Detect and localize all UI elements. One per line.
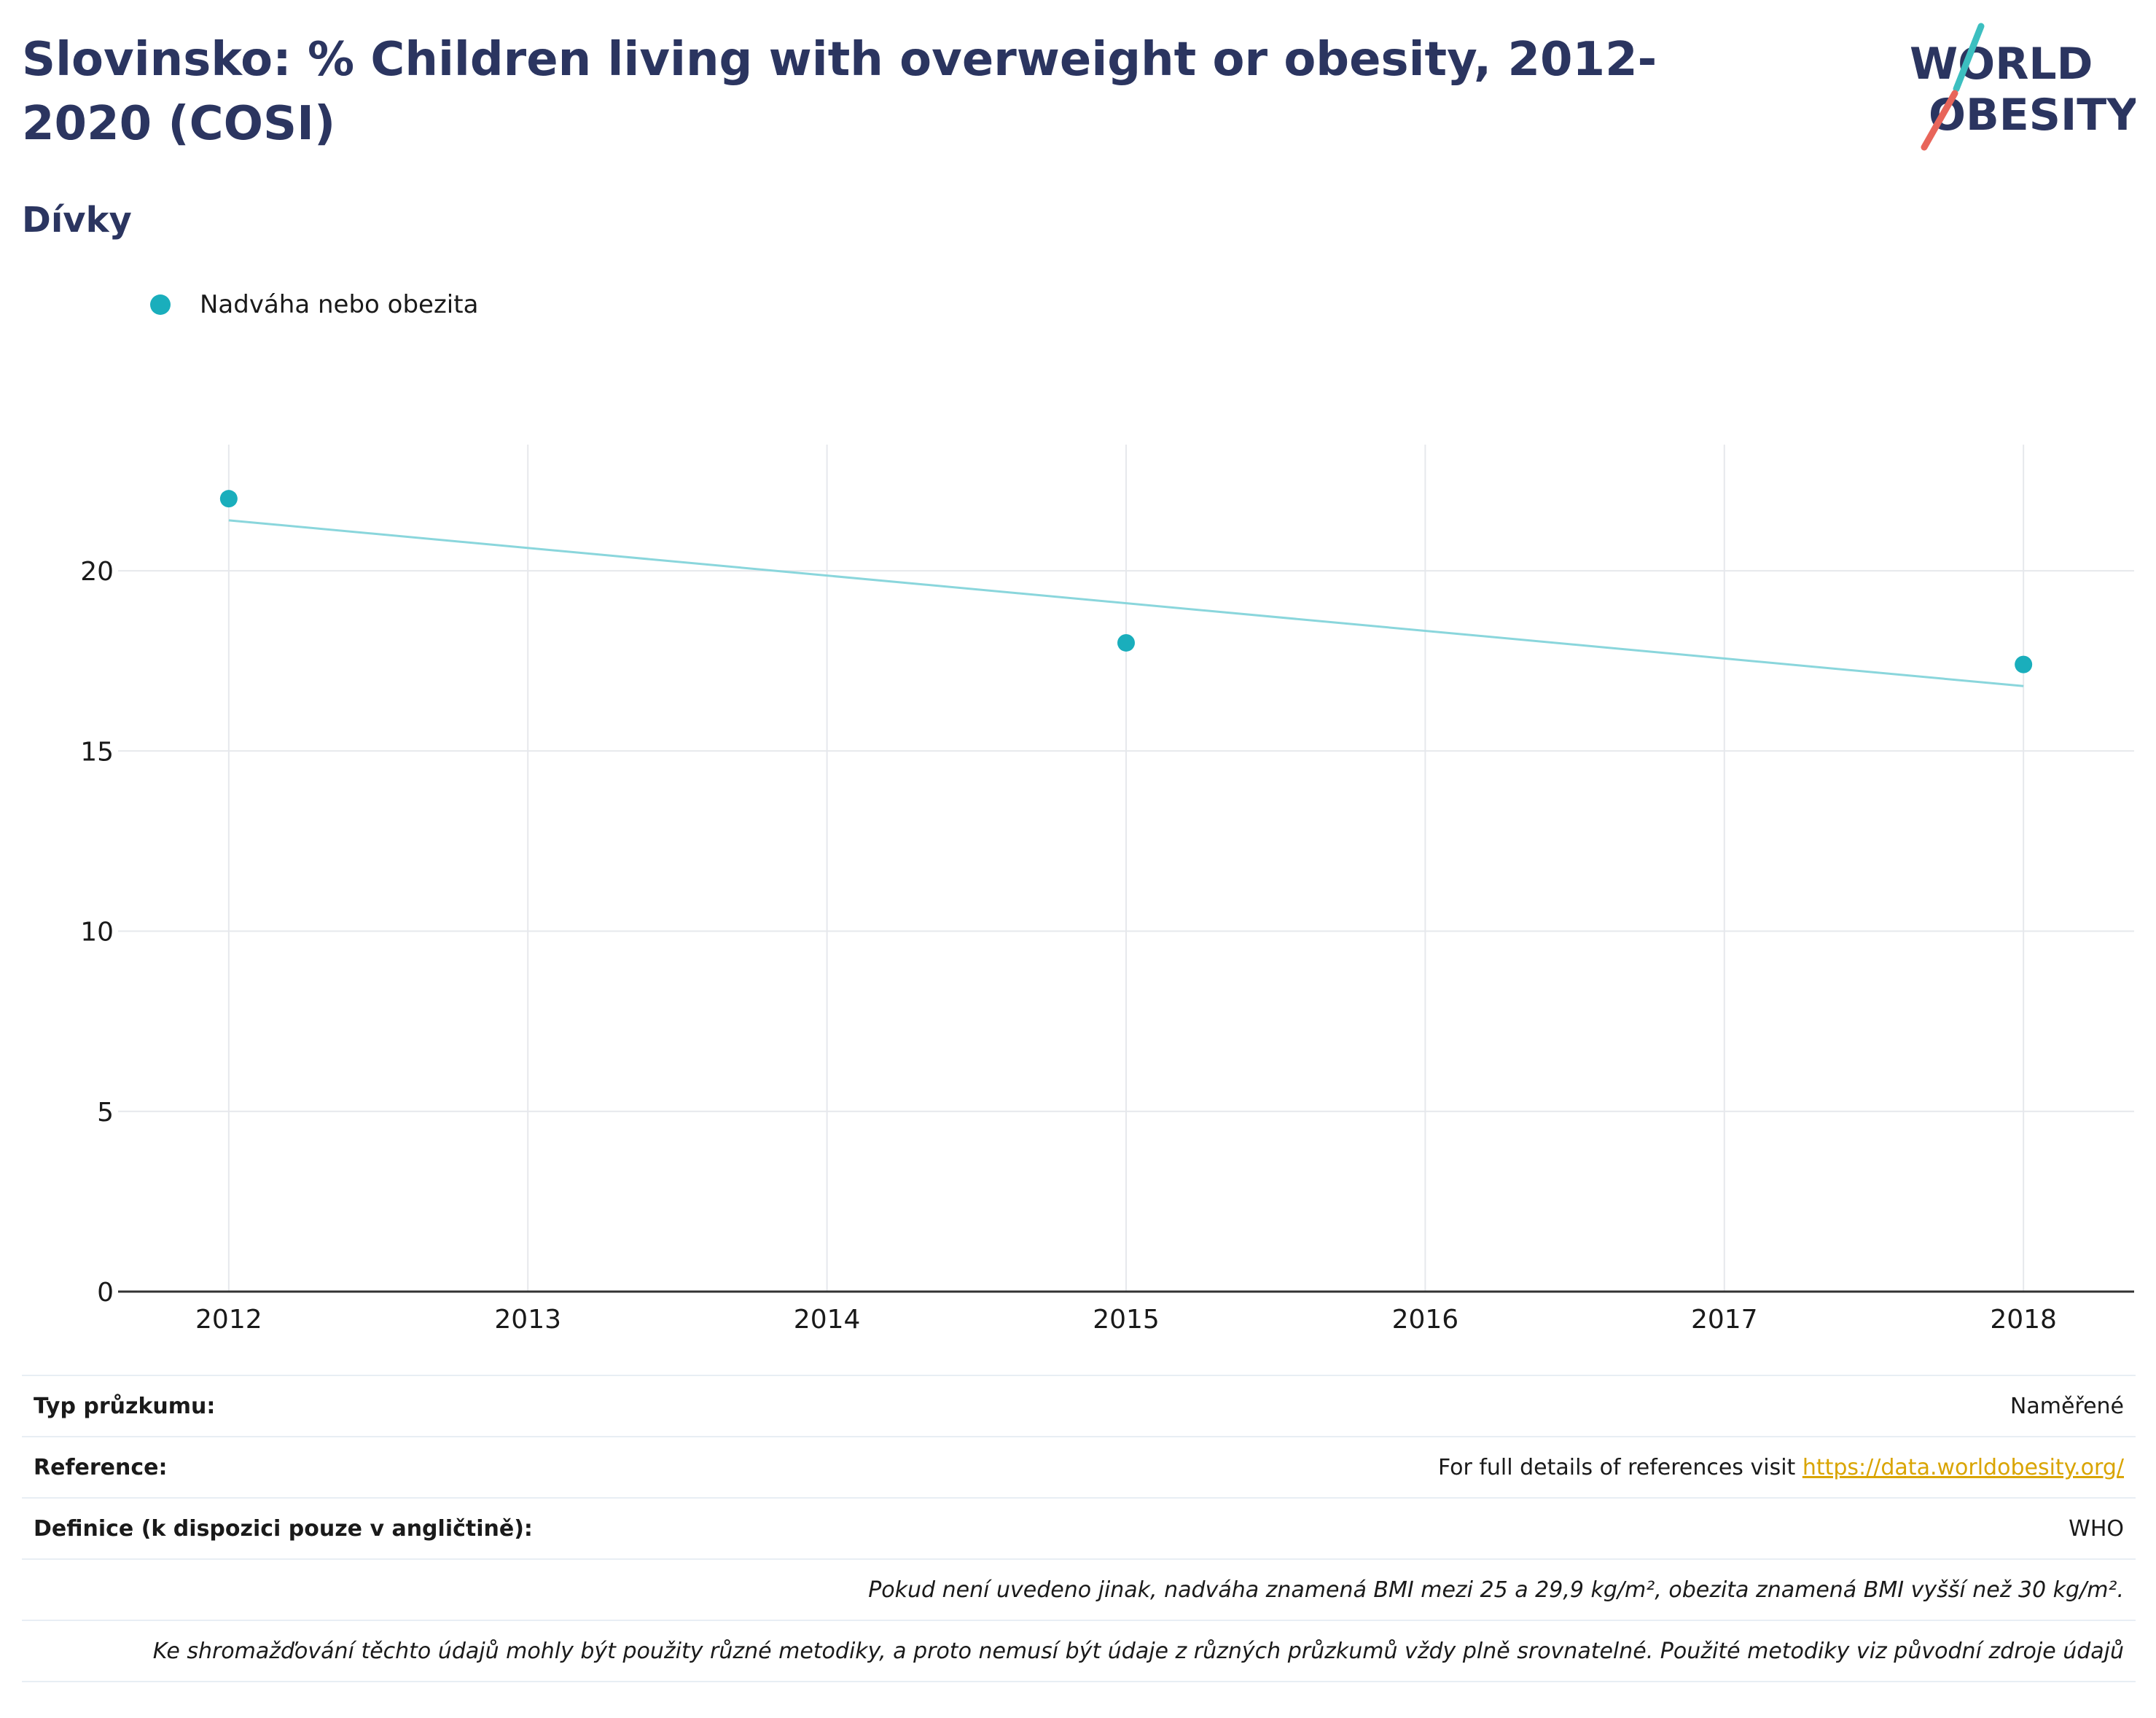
logo-slash-red <box>1921 90 1958 151</box>
reference-link[interactable]: https://data.worldobesity.org/ <box>1802 1454 2124 1480</box>
x-tick-label: 2015 <box>1093 1305 1160 1335</box>
x-tick-label: 2016 <box>1392 1305 1459 1335</box>
scatter-chart: 2012 2013 2014 2015 2016 2017 2018 0 5 10 15 20 <box>80 445 2134 1335</box>
info-row-note-methods: Ke shromažďování těchto údajů mohly být … <box>22 1620 2136 1682</box>
x-tick-label: 2017 <box>1691 1305 1758 1335</box>
trend-line <box>228 519 2024 687</box>
x-tick-label: 2012 <box>195 1305 262 1335</box>
info-row-reference: Reference: For full details of reference… <box>22 1436 2136 1499</box>
y-tick-label: 10 <box>80 918 114 948</box>
x-tick-label: 2013 <box>494 1305 561 1335</box>
y-tick-label: 15 <box>80 737 114 767</box>
x-tick-label: 2014 <box>794 1305 861 1335</box>
survey-type-label: Typ průzkumu: <box>22 1375 919 1437</box>
reference-value: For full details of references visit htt… <box>918 1436 2136 1499</box>
info-row-note-bmi: Pokud není uvedeno jinak, nadváha znamen… <box>22 1558 2136 1621</box>
info-table: Typ průzkumu: Naměřené Reference: For fu… <box>22 1375 2136 1682</box>
note-methodology: Ke shromažďování těchto údajů mohly být … <box>22 1620 2136 1682</box>
data-point-2012 <box>219 490 238 508</box>
logo-word-1: WORLD <box>1910 39 2093 90</box>
y-tick-label: 0 <box>97 1278 114 1308</box>
data-point-2018 <box>2015 655 2033 673</box>
y-tick-label: 20 <box>80 557 114 587</box>
y-tick-label: 5 <box>97 1098 114 1128</box>
data-point-2015 <box>1117 633 1135 652</box>
page-title: Slovinsko: % Children living with overwe… <box>22 33 1657 151</box>
world-obesity-logo: WORLD OBESITY <box>1910 23 2136 151</box>
info-row-definition: Definice (k dispozici pouze v angličtině… <box>22 1497 2136 1560</box>
logo-word-2: OBESITY <box>1929 90 2136 141</box>
legend-marker <box>150 294 171 315</box>
definition-value: WHO <box>918 1497 2136 1560</box>
x-tick-label: 2018 <box>1990 1305 2057 1335</box>
legend-label: Nadváha nebo obezita <box>200 290 479 319</box>
reference-label: Reference: <box>22 1436 919 1499</box>
logo-slash-teal <box>1953 23 1985 93</box>
reference-text: For full details of references visit <box>1437 1454 1802 1480</box>
chart-subtitle: Dívky <box>22 200 132 241</box>
definition-label: Definice (k dispozici pouze v angličtině… <box>22 1497 919 1560</box>
info-row-survey-type: Typ průzkumu: Naměřené <box>22 1375 2136 1437</box>
note-bmi-definition: Pokud není uvedeno jinak, nadváha znamen… <box>22 1558 2136 1621</box>
survey-type-value: Naměřené <box>918 1375 2136 1437</box>
chart-legend: Nadváha nebo obezita <box>150 290 478 319</box>
